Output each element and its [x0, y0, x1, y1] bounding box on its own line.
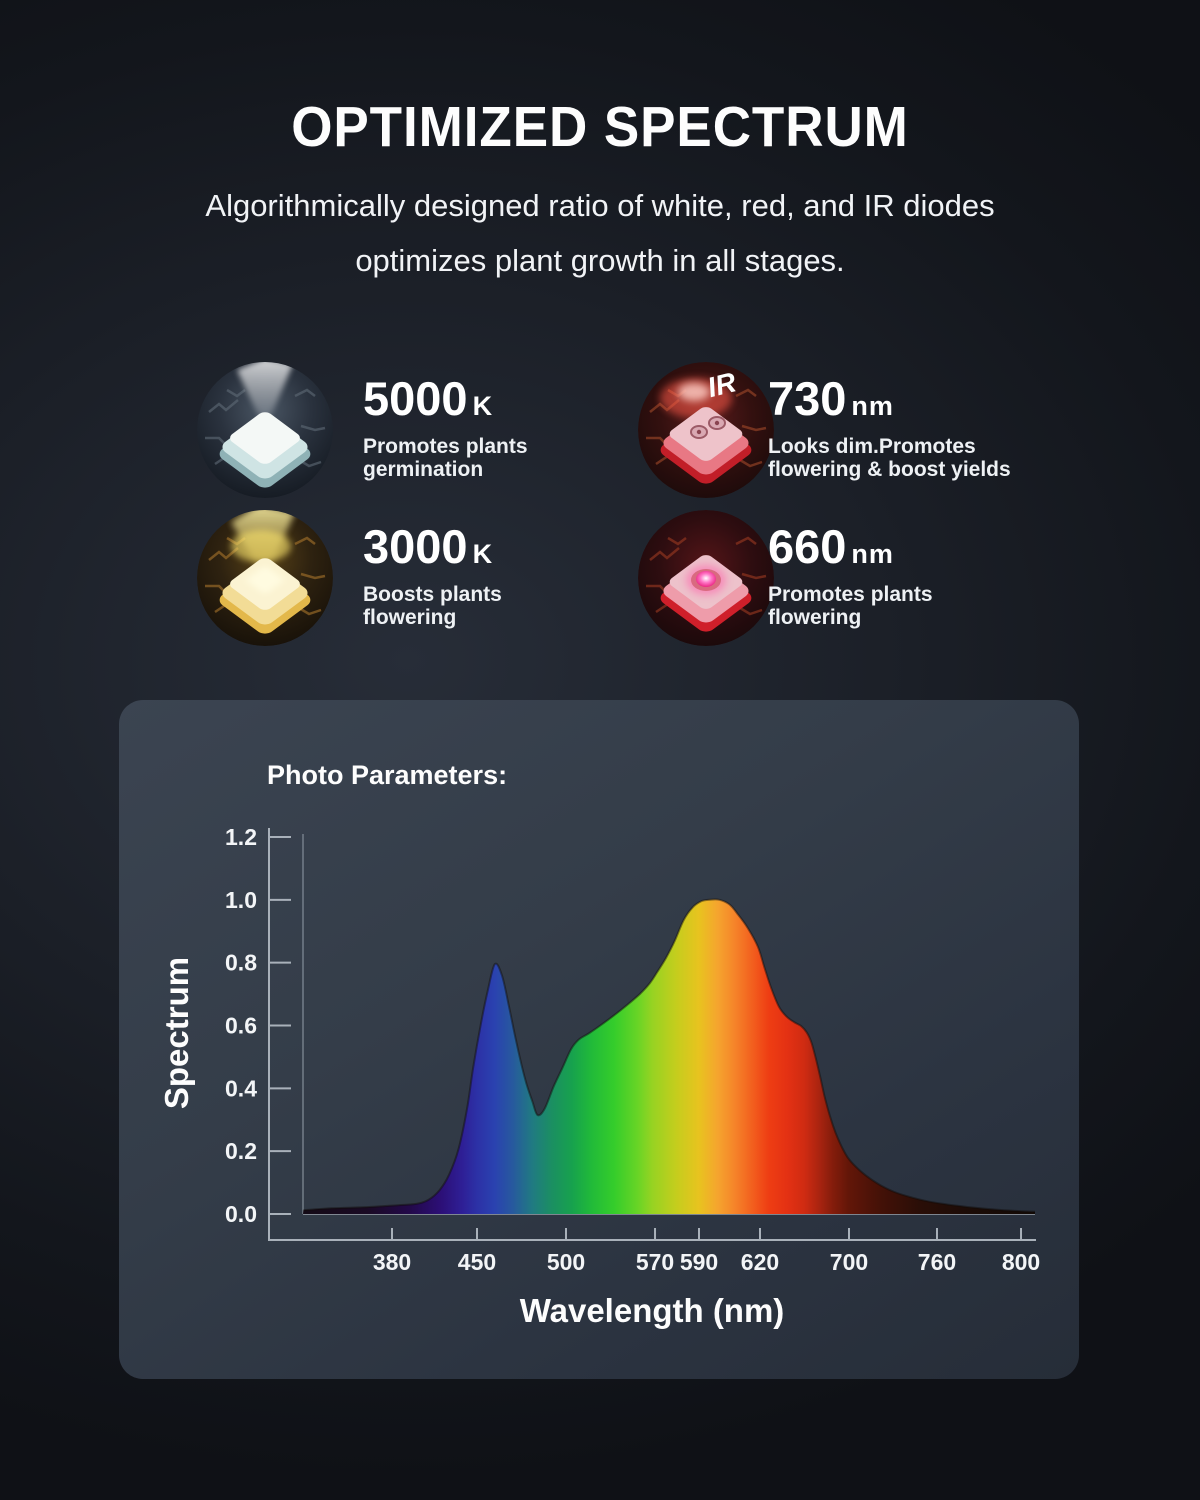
subtitle-line-1: Algorithmically designed ratio of white,… [205, 188, 995, 223]
y-tick-label: 0.8 [225, 950, 257, 976]
x-tick-label: 760 [918, 1249, 956, 1275]
page-subtitle: Algorithmically designed ratio of white,… [0, 178, 1200, 288]
x-tick-label: 620 [741, 1249, 779, 1275]
feature-unit: nm [851, 391, 894, 421]
spectrum-chart-card: Photo Parameters: Spectrum Wavelength (n… [119, 700, 1079, 1379]
feature-text: 730 nm Looks dim.Promotes flowering & boo… [768, 375, 1068, 481]
y-tick-label: 0.4 [225, 1075, 257, 1101]
x-axis-title: Wavelength (nm) [519, 1292, 785, 1329]
feature-unit: nm [851, 539, 894, 569]
red-led-chip-icon [638, 510, 774, 646]
feature-text: 5000 K Promotes plants germination [363, 375, 663, 481]
spectrum-curve-edge [303, 898, 1036, 1213]
x-tick-label: 450 [458, 1249, 496, 1275]
warm-white-led-chip-icon [197, 510, 333, 646]
y-tick-label: 1.2 [225, 824, 257, 850]
feature-730nm: IR 730 nm Looks dim.Promotes flowering & … [638, 362, 1108, 512]
cool-white-led-chip-icon [197, 362, 333, 498]
feature-text: 660 nm Promotes plants flowering [768, 523, 1068, 629]
feature-3000k: 3000 K Boosts plants flowering [197, 510, 667, 660]
feature-value: 660 [768, 520, 847, 573]
feature-headline: 730 nm [768, 375, 1068, 429]
x-tick-label: 380 [373, 1249, 411, 1275]
feature-headline: 660 nm [768, 523, 1068, 577]
feature-unit: K [472, 539, 494, 569]
y-tick-label: 0.0 [225, 1201, 257, 1227]
feature-description: Promotes plants germination [363, 435, 528, 481]
feature-value: 730 [768, 372, 847, 425]
x-tick-label: 500 [547, 1249, 585, 1275]
feature-headline: 5000 K [363, 375, 663, 429]
feature-5000k: 5000 K Promotes plants germination [197, 362, 667, 512]
feature-description: Looks dim.Promotes flowering & boost yie… [768, 435, 1011, 481]
spectrum-area-chart: 1.2 1.0 0.8 0.6 0.4 0.2 0.0 380 450 500 570 590 620 7… [225, 824, 1040, 1275]
feature-660nm: 660 nm Promotes plants flowering [638, 510, 1108, 660]
x-tick-label: 570 [636, 1249, 674, 1275]
x-tick-label: 590 [680, 1249, 718, 1275]
ir-led-chip-icon: IR [638, 362, 774, 498]
spectrum-area [303, 899, 1035, 1214]
axis-frame [268, 828, 1036, 1241]
y-tick-label: 0.2 [225, 1138, 257, 1164]
page-title: OPTIMIZED SPECTRUM [291, 95, 909, 159]
feature-text: 3000 K Boosts plants flowering [363, 523, 663, 629]
x-tick-label: 800 [1002, 1249, 1040, 1275]
feature-description: Boosts plants flowering [363, 583, 502, 629]
chart-title: Photo Parameters: [267, 760, 508, 790]
feature-unit: K [472, 391, 494, 421]
y-tick-label: 1.0 [225, 887, 257, 913]
feature-value: 5000 [363, 372, 468, 425]
x-tick-label: 700 [830, 1249, 868, 1275]
feature-value: 3000 [363, 520, 468, 573]
feature-description: Promotes plants flowering [768, 583, 933, 629]
subtitle-line-2: optimizes plant growth in all stages. [355, 243, 845, 278]
y-tick-label: 0.6 [225, 1013, 257, 1039]
feature-headline: 3000 K [363, 523, 663, 577]
